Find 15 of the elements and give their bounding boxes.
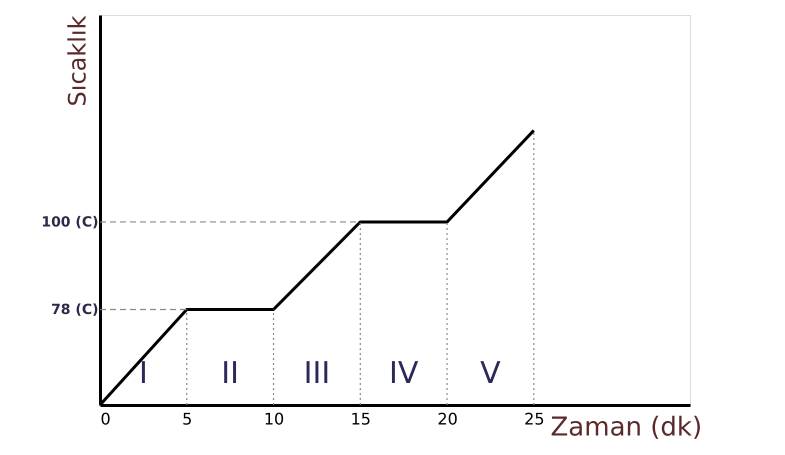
annotation: II [221, 356, 239, 391]
x-tick-label: 15 [350, 410, 371, 428]
x-axis-title: Zaman (dk) [550, 412, 702, 442]
y-axis-title: Sıcaklık [64, 15, 92, 106]
x-tick-label: 10 [264, 410, 284, 428]
x-tick-label: 20 [437, 410, 458, 428]
y-tick-label: 100 (C) [41, 214, 98, 230]
x-tick-label: 25 [524, 410, 545, 428]
y-tick-label: 78 (C) [51, 302, 98, 318]
annotation: IV [388, 356, 419, 391]
x-tick-label: 5 [182, 410, 192, 428]
annotation: V [480, 356, 502, 391]
annotation: I [138, 356, 148, 391]
annotation: III [304, 356, 330, 391]
x-tick-label: 0 [100, 410, 111, 428]
